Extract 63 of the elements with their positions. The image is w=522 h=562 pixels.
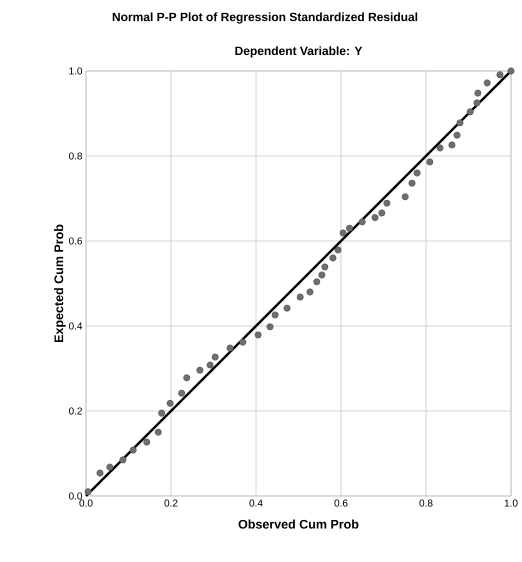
point: [508, 68, 514, 74]
x-tick-label: 0.0: [79, 500, 93, 507]
x-tick-label: 0.8: [419, 500, 433, 507]
point: [106, 464, 114, 471]
point: [254, 331, 262, 338]
point: [212, 354, 219, 360]
point: [454, 132, 460, 139]
point: [96, 470, 104, 476]
point: [196, 366, 204, 374]
y-axis-title: Expected Cum Prob: [54, 224, 66, 342]
point: [456, 119, 464, 126]
point: [474, 99, 480, 106]
point: [154, 428, 162, 436]
chart-subtitle: Dependent Variable: Y: [235, 46, 362, 58]
point: [378, 209, 386, 216]
point: [474, 90, 482, 97]
x-axis-title: Observed Cum Prob: [238, 519, 358, 529]
point: [426, 158, 434, 166]
point: [226, 344, 234, 352]
x-tick-label: 1.0: [504, 500, 518, 507]
point: [448, 141, 456, 148]
point: [318, 272, 326, 278]
x-tick-label: 0.6: [334, 500, 348, 507]
point: [466, 108, 474, 116]
x-tick-label: 0.2: [164, 500, 178, 507]
point: [143, 438, 150, 446]
point: [358, 218, 366, 226]
point: [296, 294, 304, 301]
point: [402, 193, 409, 200]
point: [346, 224, 353, 232]
point: [340, 229, 347, 236]
chart-title: Normal P-P Plot of Regression Standardized Residual: [112, 12, 418, 24]
point: [206, 362, 214, 369]
x-tick-label: 0.4: [249, 500, 263, 507]
point: [496, 71, 504, 78]
point: [414, 170, 421, 176]
y-tick-label: 0.4: [68, 322, 82, 330]
point: [372, 214, 378, 222]
point: [383, 200, 390, 207]
point: [130, 446, 137, 454]
point: [436, 144, 444, 152]
point: [313, 278, 320, 286]
y-tick-label: 0.0: [68, 492, 82, 500]
point: [239, 338, 246, 346]
point: [284, 304, 290, 312]
y-tick-label: 1.0: [69, 67, 82, 75]
point: [408, 180, 416, 187]
point: [166, 400, 174, 407]
y-tick-label: 0.2: [68, 407, 82, 415]
point: [266, 323, 274, 330]
point: [334, 246, 342, 254]
point: [84, 488, 92, 496]
y-tick-label: 0.6: [68, 237, 82, 245]
point: [484, 79, 491, 86]
point: [183, 374, 190, 382]
point: [158, 410, 166, 417]
point: [272, 311, 279, 318]
y-tick-label: 0.8: [68, 152, 82, 160]
point: [120, 456, 126, 464]
point: [306, 288, 314, 296]
point: [178, 390, 186, 397]
point: [321, 263, 328, 270]
point: [329, 254, 336, 262]
